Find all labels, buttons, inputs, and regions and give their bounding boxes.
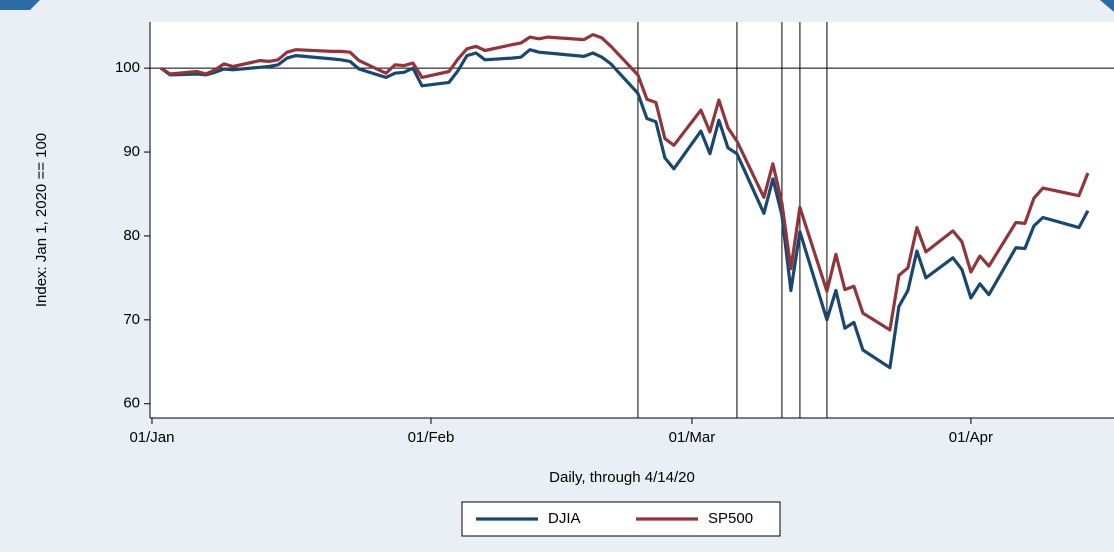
legend-label: DJIA [548, 510, 581, 527]
y-tick-label: 70 [123, 311, 140, 328]
plot-area [150, 22, 1114, 418]
y-tick-label: 100 [115, 59, 140, 76]
corner-decoration [1100, 0, 1114, 12]
x-axis-title: Daily, through 4/14/20 [549, 469, 695, 486]
y-tick-label: 80 [123, 227, 140, 244]
x-tick-label: 01/Mar [669, 429, 716, 446]
line-series [160, 32, 1090, 332]
legend-label: SP500 [708, 510, 753, 527]
x-tick-label: 01/Feb [408, 429, 455, 446]
x-tick-label: 01/Jan [129, 429, 174, 446]
y-axis-title: Index: Jan 1, 2020 == 100 [33, 133, 50, 307]
x-tick-label: 01/Apr [949, 429, 993, 446]
corner-decoration [0, 0, 40, 10]
line-series [160, 48, 1090, 370]
y-tick-label: 60 [123, 395, 140, 412]
y-tick-label: 90 [123, 143, 140, 160]
